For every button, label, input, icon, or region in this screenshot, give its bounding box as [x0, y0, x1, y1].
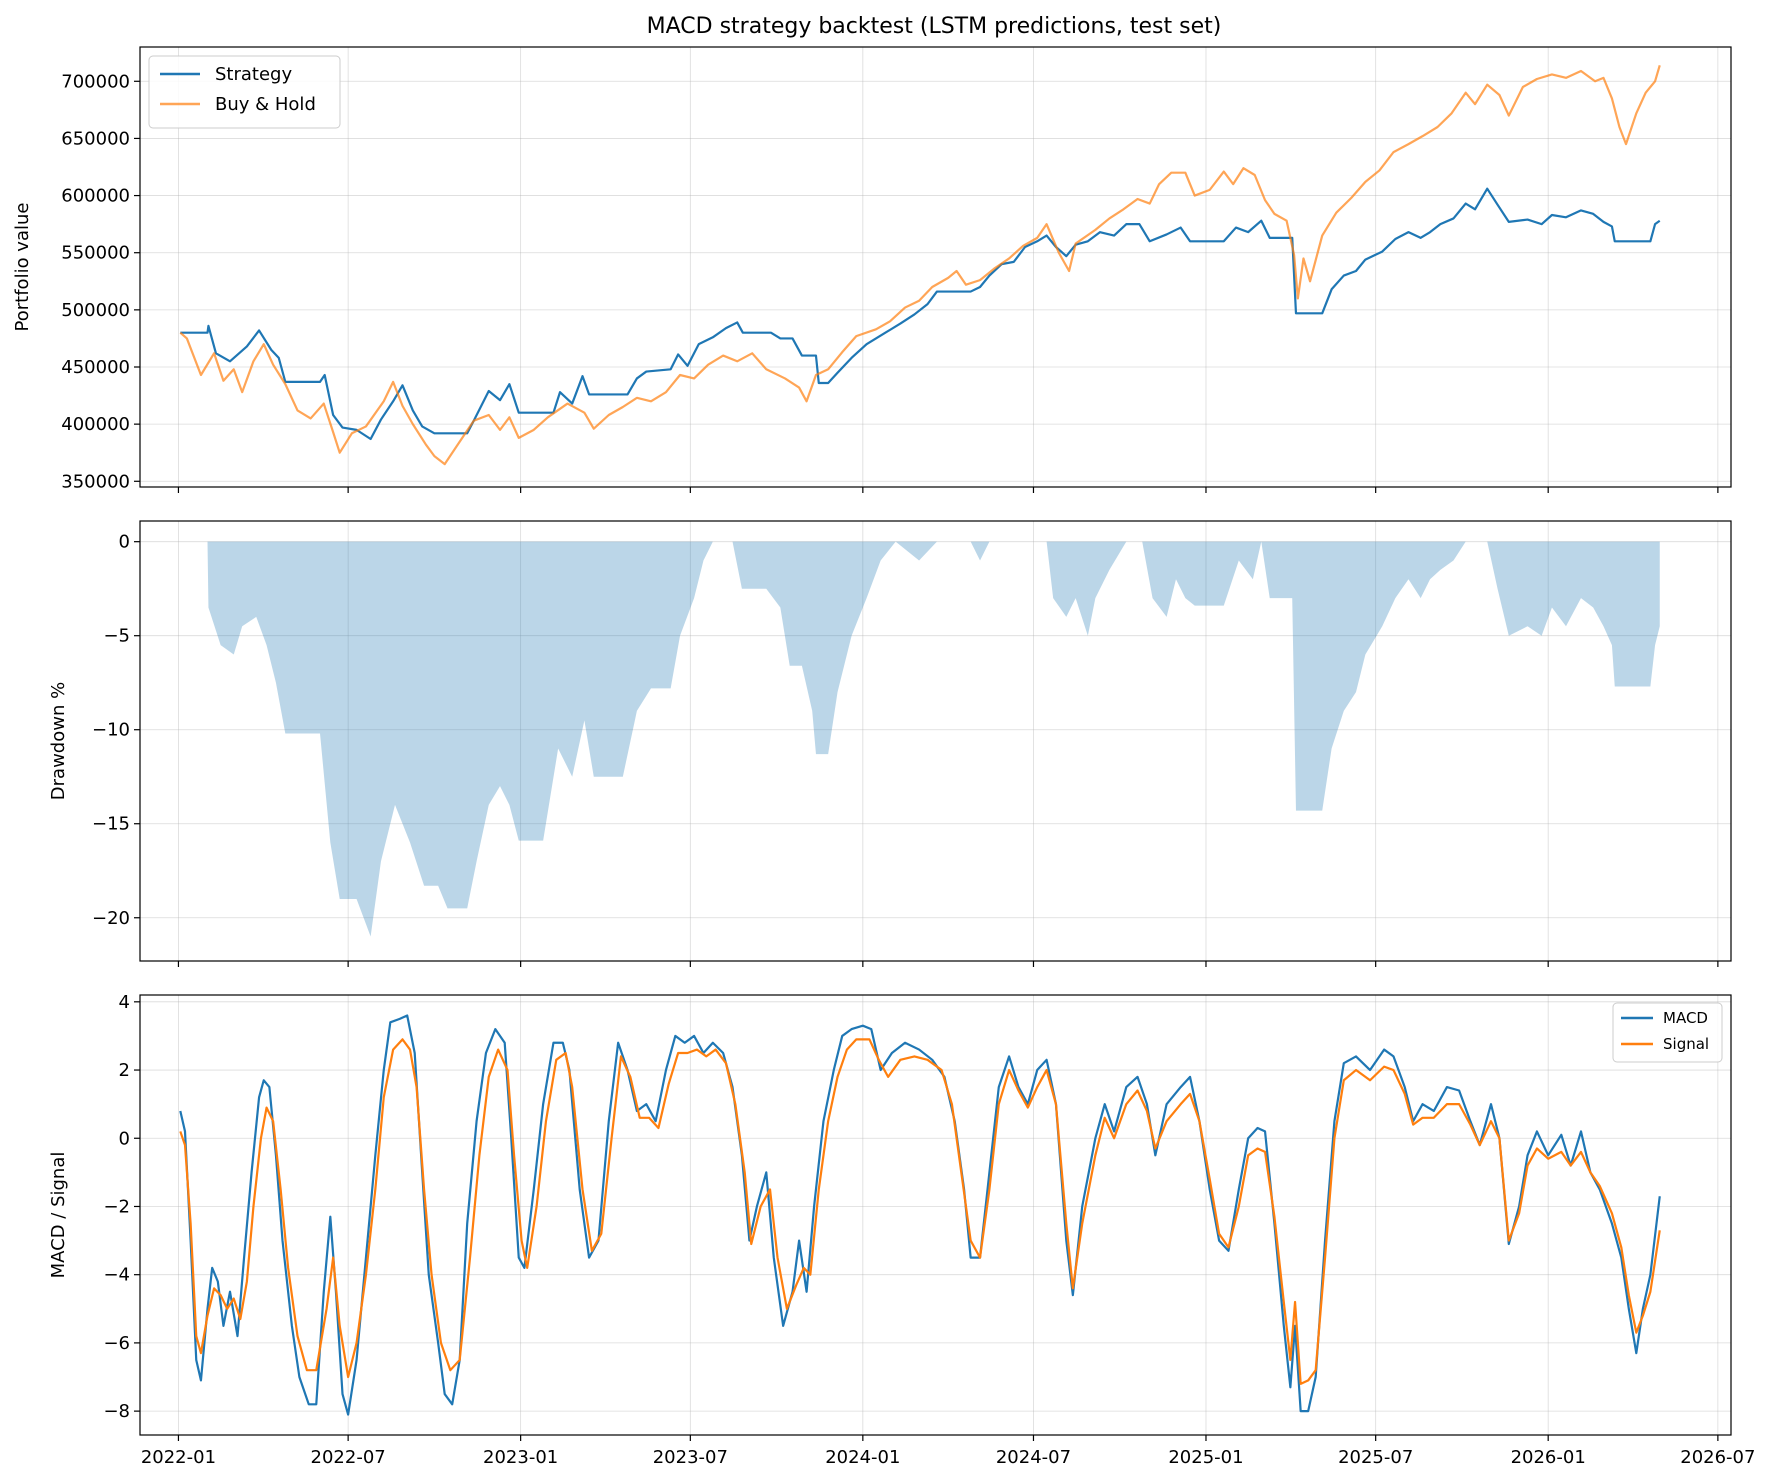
y-tick-label: 500000 [61, 300, 130, 321]
macd-signal-panel: 2022-01 2022-07 2023-01 2023-07 2024-01 2024-… [48, 992, 1755, 1468]
portfolio-data [179, 64, 1661, 466]
portfolio-legend: Strategy Buy & Hold [148, 55, 341, 129]
y-tick-label: 2 [119, 1060, 130, 1081]
strategy-line [180, 187, 1661, 441]
y-tick-label: 450000 [61, 357, 130, 378]
x-tick-label: 2024-07 [996, 1447, 1071, 1468]
y-tick-label: −20 [92, 908, 130, 929]
x-tick-label: 2024-01 [825, 1447, 900, 1468]
y-tick-label: 650000 [61, 128, 130, 149]
y-tick-label: 4 [119, 992, 130, 1013]
y-tick-label: 350000 [61, 471, 130, 492]
macd-legend: MACD Signal [1612, 1002, 1723, 1063]
macd-axes-frame [139, 994, 1732, 1436]
x-tick-label: 2022-01 [141, 1447, 216, 1468]
x-tick-label: 2026-07 [1680, 1447, 1755, 1468]
x-tick-label: 2025-01 [1168, 1447, 1243, 1468]
y-tick-label: −6 [103, 1333, 130, 1354]
portfolio-y-axis-label: Portfolio value [12, 203, 33, 332]
y-tick-label: 400000 [61, 414, 130, 435]
y-tick-label: −4 [103, 1265, 130, 1286]
macd-y-axis-label: MACD / Signal [48, 1152, 69, 1279]
y-tick-label: 0 [119, 1128, 130, 1149]
y-tick-label: 0 [119, 532, 130, 553]
y-tick-label: −10 [92, 720, 130, 741]
x-tick-label: 2026-01 [1511, 1447, 1586, 1468]
chart-title: MACD strategy backtest (LSTM predictions… [647, 14, 1222, 39]
portfolio-value-panel: 350000 400000 450000 500000 550000 600000 6500… [12, 46, 1732, 493]
signal-legend-label: Signal [1663, 1035, 1709, 1053]
y-tick-label: −15 [92, 814, 130, 835]
signal-line [179, 1038, 1661, 1385]
drawdown-y-axis-label: Drawdown % [48, 682, 69, 800]
strategy-legend-label: Strategy [215, 64, 292, 85]
drawdown-panel: 0 −5 −10 −15 −20 Drawdown % [48, 520, 1732, 967]
y-tick-label: 550000 [61, 243, 130, 264]
drawdown-data [180, 541, 1660, 937]
y-tick-label: −5 [103, 626, 130, 647]
x-tick-label: 2023-07 [653, 1447, 728, 1468]
y-tick-label: 700000 [61, 71, 130, 92]
x-tick-label: 2022-07 [311, 1447, 386, 1468]
buy-hold-line [179, 64, 1661, 466]
y-tick-label: −8 [103, 1401, 130, 1422]
x-tick-label: 2023-01 [483, 1447, 558, 1468]
x-tick-label: 2025-07 [1338, 1447, 1413, 1468]
drawdown-axes-frame [139, 520, 1732, 962]
macd-data [179, 1014, 1661, 1416]
buy-hold-legend-label: Buy & Hold [215, 94, 316, 115]
y-tick-label: −2 [103, 1196, 130, 1217]
portfolio-axes-frame [139, 46, 1732, 488]
y-tick-label: 600000 [61, 186, 130, 207]
drawdown-area [180, 541, 1660, 937]
macd-legend-label: MACD [1663, 1009, 1708, 1027]
